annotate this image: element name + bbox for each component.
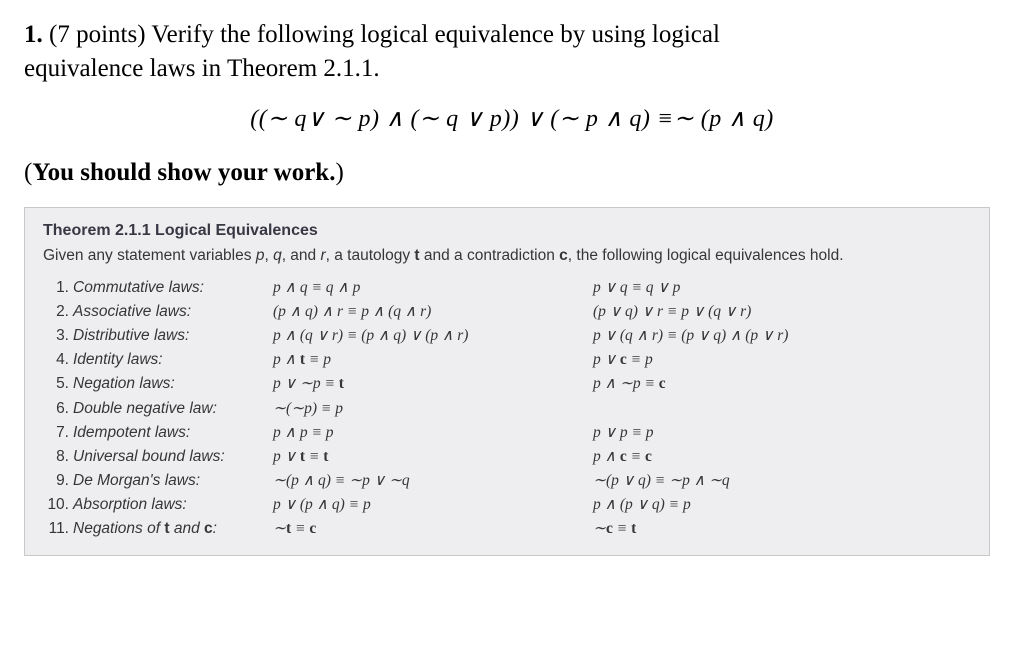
law-row: 2.Associative laws:(p ∧ q) ∧ r ≡ p ∧ (q … — [43, 300, 971, 324]
main-equation: ((∼ q∨ ∼ p) ∧ (∼ q ∨ p)) ∨ (∼ p ∧ q) ≡∼ … — [24, 104, 1000, 133]
law-equivalence-1: p ∨ t ≡ t — [273, 445, 593, 469]
law-row: 8.Universal bound laws:p ∨ t ≡ tp ∧ c ≡ … — [43, 445, 971, 469]
law-equivalence-2: p ∧ (p ∨ q) ≡ p — [593, 493, 691, 517]
law-equivalence-2: ∼c ≡ t — [593, 517, 636, 541]
law-number: 8. — [43, 445, 73, 469]
law-number: 5. — [43, 372, 73, 396]
law-name: De Morgan's laws: — [73, 469, 273, 493]
law-equivalence-1: ∼t ≡ c — [273, 517, 593, 541]
law-number: 10. — [43, 493, 73, 517]
theorem-intro: Given any statement variables p, q, and … — [43, 246, 971, 267]
law-row: 11.Negations of t and c:∼t ≡ c∼c ≡ t — [43, 517, 971, 541]
law-name: Commutative laws: — [73, 276, 273, 300]
law-equivalence-1: (p ∧ q) ∧ r ≡ p ∧ (q ∧ r) — [273, 300, 593, 324]
law-equivalence-1: ∼(p ∧ q) ≡ ∼p ∨ ∼q — [273, 469, 593, 493]
law-number: 7. — [43, 421, 73, 445]
law-row: 5.Negation laws:p ∨ ∼p ≡ tp ∧ ∼p ≡ c — [43, 372, 971, 396]
law-number: 11. — [43, 517, 73, 541]
law-name: Double negative law: — [73, 397, 273, 421]
problem-statement: 1. (7 points) Verify the following logic… — [24, 18, 1000, 86]
law-name: Identity laws: — [73, 348, 273, 372]
law-equivalence-1: ∼(∼p) ≡ p — [273, 397, 593, 421]
law-equivalence-2: p ∧ c ≡ c — [593, 445, 652, 469]
law-equivalence-2: p ∨ (q ∧ r) ≡ (p ∨ q) ∧ (p ∨ r) — [593, 324, 788, 348]
law-name: Distributive laws: — [73, 324, 273, 348]
law-row: 9.De Morgan's laws:∼(p ∧ q) ≡ ∼p ∨ ∼q∼(p… — [43, 469, 971, 493]
law-row: 7.Idempotent laws:p ∧ p ≡ pp ∨ p ≡ p — [43, 421, 971, 445]
law-number: 1. — [43, 276, 73, 300]
law-row: 6.Double negative law:∼(∼p) ≡ p — [43, 397, 971, 421]
theorem-title: Theorem 2.1.1 Logical Equivalences — [43, 222, 971, 240]
law-equivalence-1: p ∨ (p ∧ q) ≡ p — [273, 493, 593, 517]
law-name: Associative laws: — [73, 300, 273, 324]
law-number: 3. — [43, 324, 73, 348]
law-equivalence-2: ∼(p ∨ q) ≡ ∼p ∧ ∼q — [593, 469, 730, 493]
laws-list: 1.Commutative laws:p ∧ q ≡ q ∧ pp ∨ q ≡ … — [43, 276, 971, 540]
problem-text-line-1: Verify the following logical equivalence… — [151, 21, 720, 48]
law-equivalence-1: p ∧ t ≡ p — [273, 348, 593, 372]
law-name: Absorption laws: — [73, 493, 273, 517]
instruction-suffix: ) — [335, 159, 343, 186]
law-row: 3.Distributive laws:p ∧ (q ∨ r) ≡ (p ∧ q… — [43, 324, 971, 348]
law-number: 4. — [43, 348, 73, 372]
law-row: 4.Identity laws:p ∧ t ≡ pp ∨ c ≡ p — [43, 348, 971, 372]
law-number: 9. — [43, 469, 73, 493]
law-equivalence-1: p ∧ (q ∨ r) ≡ (p ∧ q) ∨ (p ∧ r) — [273, 324, 593, 348]
law-name: Negation laws: — [73, 372, 273, 396]
problem-text-line-2: equivalence laws in Theorem 2.1.1. — [24, 55, 380, 82]
problem-number: 1. — [24, 21, 43, 48]
law-name: Universal bound laws: — [73, 445, 273, 469]
theorem-box: Theorem 2.1.1 Logical Equivalences Given… — [24, 207, 990, 556]
law-number: 6. — [43, 397, 73, 421]
law-equivalence-2: (p ∨ q) ∨ r ≡ p ∨ (q ∨ r) — [593, 300, 751, 324]
law-equivalence-1: p ∧ p ≡ p — [273, 421, 593, 445]
law-row: 10.Absorption laws:p ∨ (p ∧ q) ≡ pp ∧ (p… — [43, 493, 971, 517]
law-equivalence-1: p ∨ ∼p ≡ t — [273, 372, 593, 396]
law-name: Idempotent laws: — [73, 421, 273, 445]
law-equivalence-1: p ∧ q ≡ q ∧ p — [273, 276, 593, 300]
law-equivalence-2: p ∨ c ≡ p — [593, 348, 653, 372]
law-equivalence-2: p ∨ q ≡ q ∨ p — [593, 276, 680, 300]
instruction-bold: You should show your work. — [32, 159, 335, 186]
instruction: (You should show your work.) — [24, 159, 1000, 187]
law-name: Negations of t and c: — [73, 517, 273, 541]
problem-points: (7 points) — [49, 21, 146, 48]
law-equivalence-2: p ∨ p ≡ p — [593, 421, 654, 445]
law-number: 2. — [43, 300, 73, 324]
law-row: 1.Commutative laws:p ∧ q ≡ q ∧ pp ∨ q ≡ … — [43, 276, 971, 300]
law-equivalence-2: p ∧ ∼p ≡ c — [593, 372, 666, 396]
